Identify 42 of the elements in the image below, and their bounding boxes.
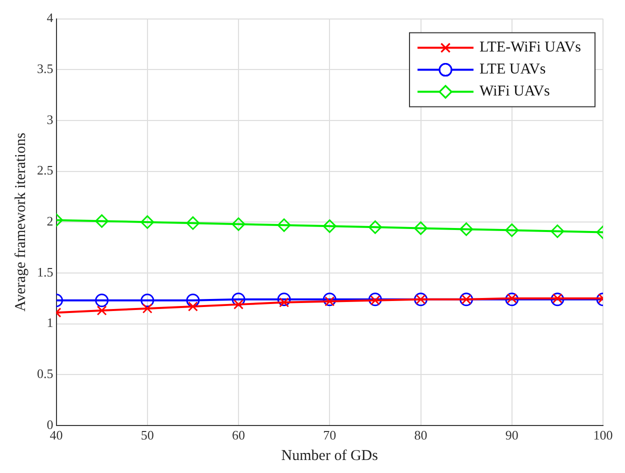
y-tick-label: 3 [46, 112, 54, 127]
x-tick-label: 90 [505, 428, 518, 443]
point [96, 306, 107, 316]
point [277, 292, 291, 306]
x-tick-label: 100 [593, 428, 613, 443]
y-tick-label: 2 [46, 214, 54, 229]
point [550, 292, 564, 306]
point [322, 292, 336, 306]
point [142, 304, 152, 314]
point [232, 217, 246, 231]
point [95, 214, 109, 228]
x-tick-label: 70 [323, 428, 336, 443]
point [505, 223, 519, 237]
point [322, 219, 336, 233]
x-tick-label: 60 [232, 428, 245, 443]
y-tick-label: 2.5 [37, 162, 54, 178]
y-tick-label: 1.5 [37, 264, 54, 280]
point [186, 216, 200, 230]
legend-label: LTE UAVs [480, 62, 546, 78]
y-tick-label: 3.5 [37, 61, 54, 76]
point [550, 224, 564, 238]
y-tick-label: 1 [46, 315, 54, 330]
y-axis-title: Average framework iterations [12, 132, 29, 312]
point [140, 294, 154, 308]
point [460, 222, 474, 236]
x-axis-title: Number of GDs [281, 448, 378, 464]
x-tick-label: 80 [414, 428, 428, 443]
point [368, 220, 382, 234]
y-tick-label: 0.5 [37, 366, 54, 381]
point [140, 215, 154, 229]
legend-label: WiFi UAVs [480, 84, 550, 100]
x-tick-label: 50 [140, 428, 154, 443]
point [232, 292, 246, 306]
point [95, 294, 109, 308]
point [414, 221, 428, 235]
y-tick-label: 4 [46, 10, 54, 26]
point [186, 294, 200, 308]
point [505, 292, 519, 306]
point [188, 301, 198, 312]
point [277, 218, 291, 232]
point [368, 292, 382, 306]
legend-label: LTE-WiFi UAVs [480, 40, 582, 56]
